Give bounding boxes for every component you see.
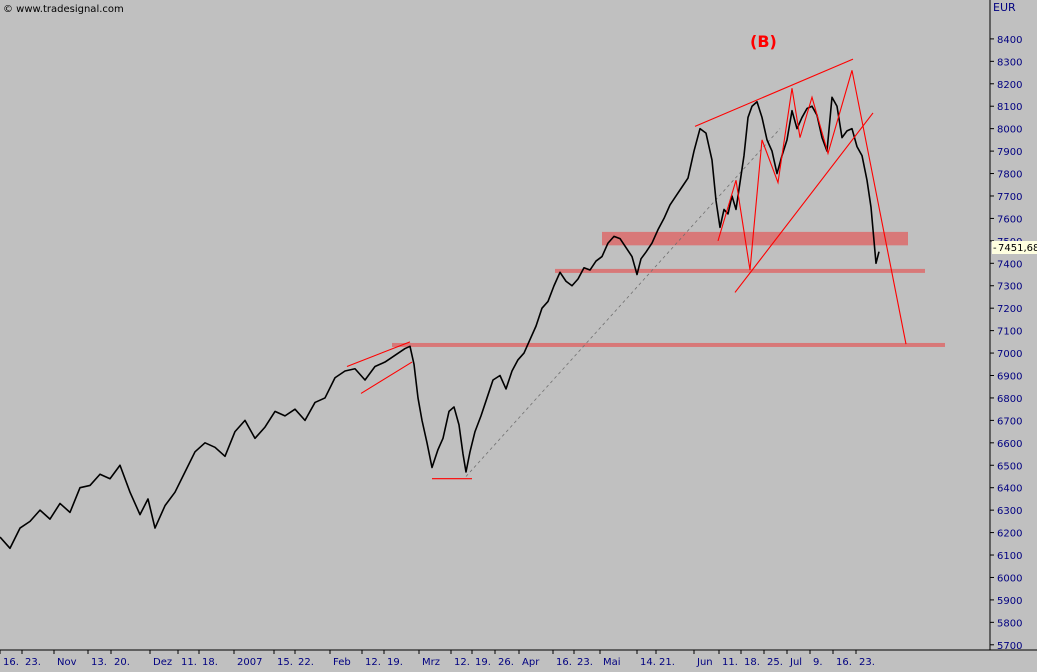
x-tick-label-2: Nov	[57, 657, 77, 668]
x-tick-label-6: 11.	[181, 657, 197, 668]
x-tick-label-17: 26.	[498, 657, 514, 668]
y-tick-label-6700: 6700	[997, 416, 1022, 427]
y-tick-label-6000: 6000	[997, 573, 1022, 584]
price-series	[0, 96, 880, 550]
x-tick-label-31: 23.	[859, 657, 875, 668]
guide-lines	[465, 128, 781, 477]
x-tick-labels: 16. 23. Nov 13. 20. Dez 11. 18. 2007 15. 22. Feb 12.…	[0, 650, 875, 668]
x-tick-label-15: 12.	[454, 657, 470, 668]
x-tick-label-28: Jul	[789, 657, 802, 668]
x-tick-label-27: 25.	[767, 657, 783, 668]
x-tick-label-16: 19.	[475, 657, 491, 668]
trend-line-2	[346, 341, 411, 368]
y-tick-label-7100: 7100	[997, 327, 1022, 338]
y-tick-label-7400: 7400	[997, 259, 1022, 270]
support-zones	[392, 231, 945, 347]
y-tick-label-6400: 6400	[997, 484, 1022, 495]
y-tick-label-6200: 6200	[997, 529, 1022, 540]
x-tick-label-4: 20.	[114, 657, 130, 668]
support-zone-1	[555, 268, 925, 273]
source-label: © www.tradesignal.com	[3, 4, 124, 15]
trend-line-3	[360, 361, 413, 394]
y-tick-label-6900: 6900	[997, 372, 1022, 383]
x-tick-label-25: 11.	[722, 657, 738, 668]
y-tick-label-7800: 7800	[997, 170, 1022, 181]
x-tick-label-30: 16.	[836, 657, 852, 668]
y-tick-label-7200: 7200	[997, 304, 1022, 315]
support-zone-0	[602, 231, 908, 246]
x-tick-label-18: Apr	[522, 657, 540, 668]
x-tick-label-3: 13.	[91, 657, 107, 668]
y-tick-label-8100: 8100	[997, 102, 1022, 113]
trend-lines	[346, 58, 907, 480]
x-tick-label-7: 18.	[202, 657, 218, 668]
x-tick-label-11: Feb	[333, 657, 351, 668]
y-tick-label-6500: 6500	[997, 461, 1022, 472]
x-tick-label-12: 12.	[365, 657, 381, 668]
y-tick-label-5700: 5700	[997, 641, 1022, 652]
x-tick-label-9: 15.	[277, 657, 293, 668]
y-tick-label-6300: 6300	[997, 506, 1022, 517]
trend-line-0	[694, 58, 854, 127]
y-tick-label-8400: 8400	[997, 35, 1022, 46]
trend-line-1	[734, 112, 874, 293]
x-tick-label-26: 18.	[744, 657, 760, 668]
y-tick-label-8300: 8300	[997, 57, 1022, 68]
support-zone-2	[392, 342, 945, 347]
y-tick-label-8000: 8000	[997, 125, 1022, 136]
x-tick-label-8: 2007	[237, 657, 262, 668]
x-tick-label-10: 22.	[298, 657, 314, 668]
y-tick-label-6600: 6600	[997, 439, 1022, 450]
trend-line-5	[717, 70, 907, 345]
x-tick-label-23: 21.	[659, 657, 675, 668]
y-tick-label-8200: 8200	[997, 80, 1022, 91]
y-tick-label-6100: 6100	[997, 551, 1022, 562]
current-value-dash: -	[993, 243, 997, 254]
x-tick-label-14: Mrz	[422, 657, 440, 668]
x-tick-label-1: 23.	[25, 657, 41, 668]
y-tick-label-6800: 6800	[997, 394, 1022, 405]
y-tick-label-7600: 7600	[997, 214, 1022, 225]
y-tick-label-5800: 5800	[997, 618, 1022, 629]
x-tick-label-20: 23.	[577, 657, 593, 668]
y-tick-label-7000: 7000	[997, 349, 1022, 360]
price-line-0	[0, 96, 880, 550]
x-tick-label-29: 9.	[813, 657, 823, 668]
guide-line-0	[465, 128, 781, 477]
x-tick-label-5: Dez	[153, 657, 172, 668]
y-tick-label-5900: 5900	[997, 596, 1022, 607]
x-tick-label-21: Mai	[603, 657, 621, 668]
x-tick-label-19: 16.	[556, 657, 572, 668]
current-value-box	[992, 241, 1037, 254]
x-tick-label-0: 16.	[3, 657, 19, 668]
x-tick-label-24: Jun	[696, 657, 713, 668]
x-tick-label-22: 14.	[640, 657, 656, 668]
y-tick-label-7900: 7900	[997, 147, 1022, 158]
current-value-marker: 7451,68 -	[992, 241, 1037, 254]
wave-label: (B)	[750, 32, 777, 51]
current-value-label: 7451,68	[998, 243, 1037, 254]
y-tick-label-7700: 7700	[997, 192, 1022, 203]
x-tick-label-13: 19.	[387, 657, 403, 668]
y-tick-label-7300: 7300	[997, 282, 1022, 293]
y-axis-unit: EUR	[993, 1, 1016, 14]
